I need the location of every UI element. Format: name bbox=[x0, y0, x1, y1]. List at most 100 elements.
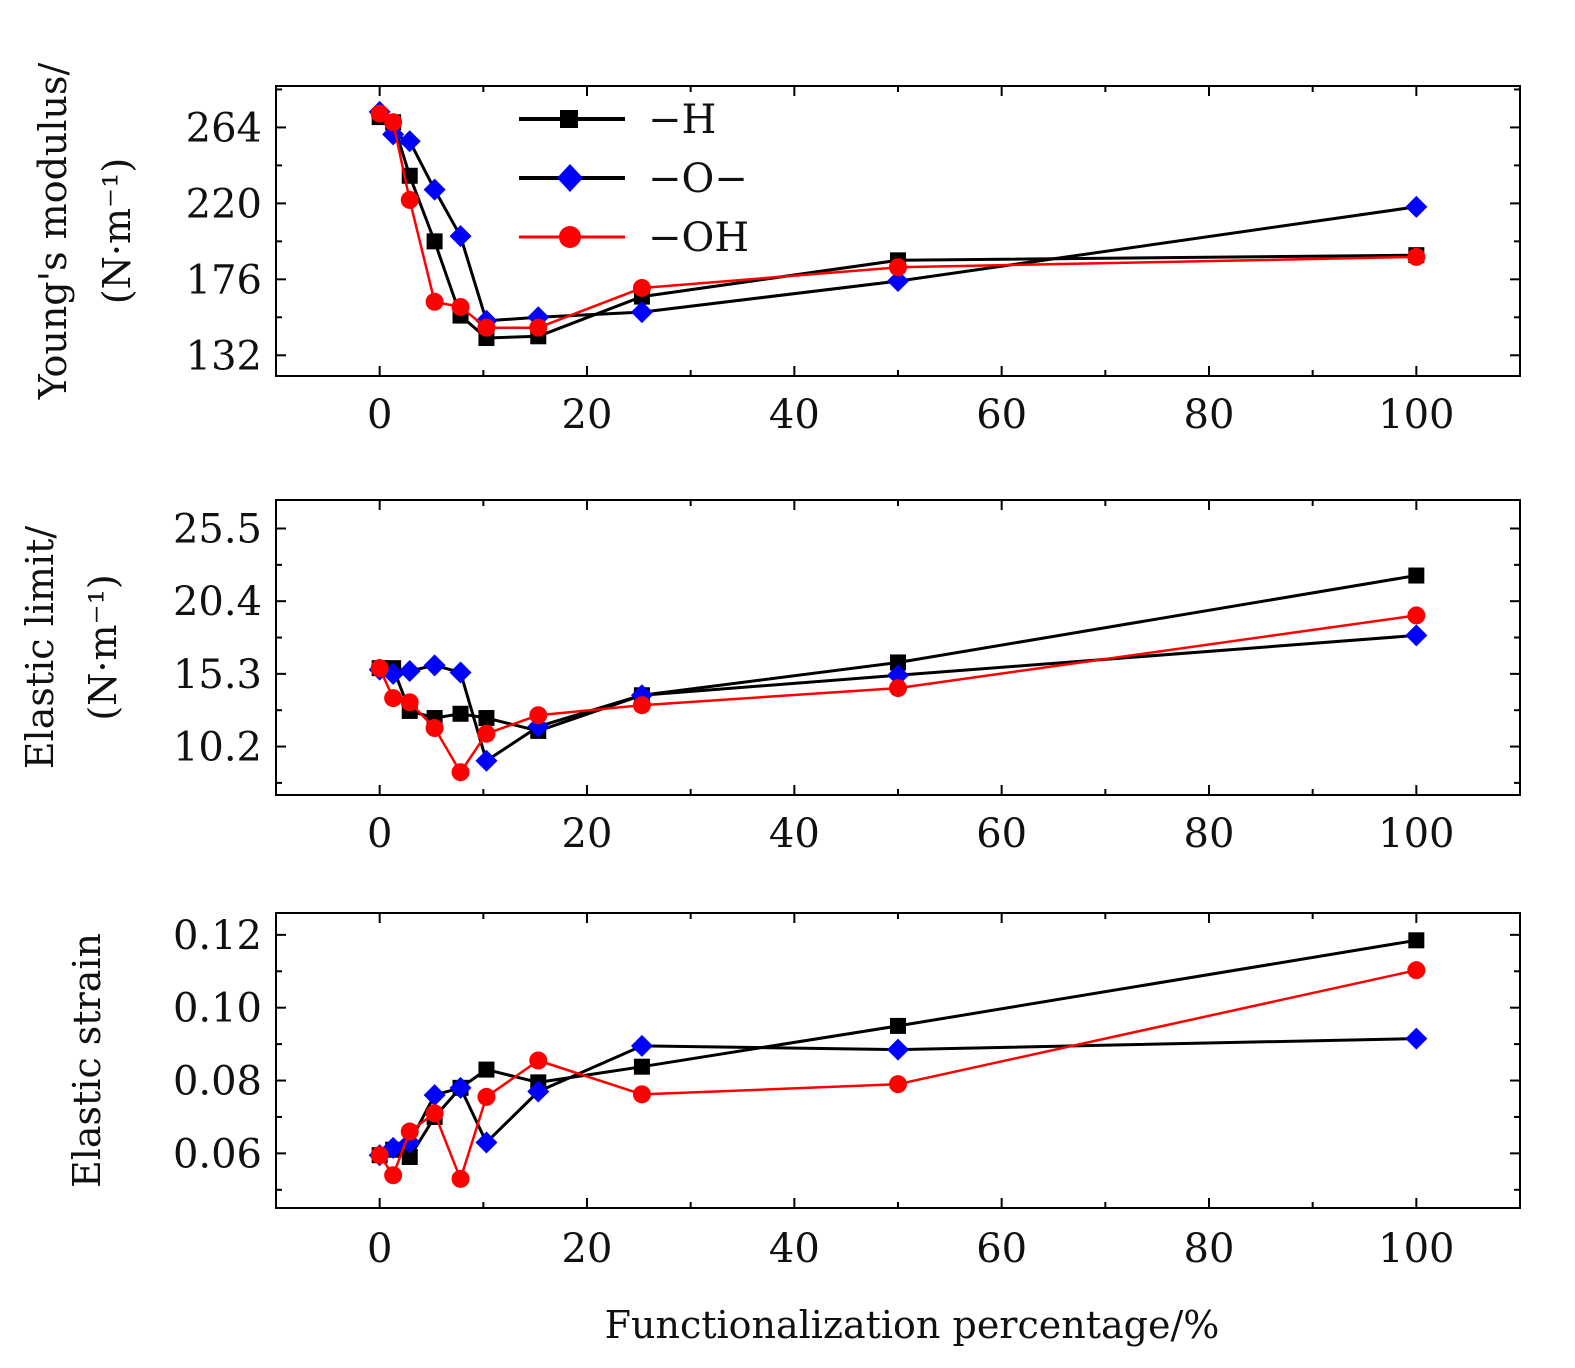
point-oh bbox=[477, 724, 496, 743]
y-tick-label: 132 bbox=[186, 333, 262, 379]
point-h bbox=[478, 1061, 495, 1078]
y-tick-label: 220 bbox=[186, 181, 262, 227]
x-tick-label: 40 bbox=[769, 392, 820, 438]
x-tick-label: 60 bbox=[976, 392, 1027, 438]
point-oh bbox=[425, 292, 444, 311]
y-tick-label: 25.5 bbox=[173, 507, 262, 553]
series-line-o bbox=[378, 1037, 1417, 1157]
point-h bbox=[478, 710, 495, 727]
point-o bbox=[398, 660, 421, 683]
series-o bbox=[368, 100, 1428, 332]
point-oh bbox=[1407, 961, 1426, 980]
y-tick-label: 0.12 bbox=[173, 913, 262, 959]
x-tick-label: 40 bbox=[769, 1226, 820, 1272]
point-oh bbox=[400, 1122, 419, 1141]
point-o bbox=[630, 1034, 653, 1057]
point-oh bbox=[425, 719, 444, 738]
point-oh bbox=[451, 297, 470, 316]
x-axis-title: Functionalization percentage/% bbox=[605, 1303, 1220, 1347]
x-tick-label: 80 bbox=[1184, 392, 1235, 438]
point-h bbox=[890, 654, 906, 671]
y-axis-title: Elastic strain bbox=[65, 933, 109, 1188]
point-oh bbox=[451, 763, 470, 782]
x-tick-label: 40 bbox=[769, 811, 820, 857]
point-o bbox=[887, 664, 909, 687]
point-o bbox=[1405, 195, 1428, 218]
point-h bbox=[1408, 567, 1425, 584]
y-tick-label: 176 bbox=[186, 257, 262, 303]
y-tick-label: 20.4 bbox=[173, 579, 262, 625]
point-oh bbox=[451, 1169, 470, 1188]
y-axis-unit: (N·m⁻¹) bbox=[81, 574, 125, 720]
legend-marker-oh bbox=[559, 226, 581, 248]
point-oh bbox=[632, 1085, 651, 1104]
point-oh bbox=[370, 1146, 389, 1165]
legend-marker-h bbox=[560, 110, 578, 128]
point-oh bbox=[477, 318, 496, 337]
point-o bbox=[1405, 1027, 1428, 1050]
point-o bbox=[398, 130, 421, 153]
point-oh bbox=[889, 1075, 907, 1094]
point-h bbox=[890, 1017, 906, 1034]
point-h bbox=[1408, 932, 1425, 949]
point-oh bbox=[370, 104, 389, 123]
x-tick-label: 20 bbox=[562, 811, 613, 857]
x-tick-label: 80 bbox=[1184, 811, 1235, 857]
y-tick-label: 0.10 bbox=[173, 986, 262, 1032]
point-o bbox=[449, 225, 472, 248]
point-oh bbox=[384, 1166, 403, 1185]
point-h bbox=[633, 1058, 650, 1075]
point-o bbox=[423, 178, 446, 201]
legend-label-oh: −OH bbox=[648, 215, 749, 261]
point-oh bbox=[889, 679, 907, 698]
x-tick-label: 100 bbox=[1378, 1226, 1454, 1272]
y-tick-label: 10.2 bbox=[173, 725, 262, 771]
point-oh bbox=[632, 696, 651, 715]
point-oh bbox=[1407, 606, 1426, 625]
x-tick-label: 0 bbox=[367, 811, 392, 857]
plot-frame bbox=[275, 499, 1521, 796]
y-axis-unit: (N·m⁻¹) bbox=[95, 158, 139, 304]
panel-1: 0 20 40 60 80 100 132 176 220 264 Young's modulus/… bbox=[31, 63, 1521, 438]
series-line-oh bbox=[378, 968, 1417, 1181]
y-axis-title: Young's modulus/ bbox=[31, 63, 75, 401]
x-tick-label: 0 bbox=[367, 1226, 392, 1272]
series-line-h bbox=[379, 115, 1417, 340]
point-o bbox=[475, 1131, 498, 1154]
point-h bbox=[426, 233, 443, 250]
legend-marker-o bbox=[557, 164, 583, 192]
point-oh bbox=[632, 278, 651, 297]
point-o bbox=[423, 654, 446, 677]
y-axis-title: Elastic limit/ bbox=[18, 526, 62, 770]
legend-label-h: −H bbox=[648, 97, 716, 143]
x-tick-label: 0 bbox=[367, 392, 392, 438]
chart-panels: 0 20 40 60 80 100 132 176 220 264 Young's modulus/… bbox=[18, 63, 1521, 1272]
series-line-o bbox=[379, 633, 1417, 763]
point-o bbox=[630, 301, 653, 324]
point-o bbox=[887, 270, 909, 293]
point-oh bbox=[384, 689, 403, 708]
panel-3: 0 20 40 60 80 100 0.06 0.08 0.10 0.12 Elastic stra… bbox=[65, 912, 1521, 1272]
series-o bbox=[368, 1027, 1428, 1167]
point-oh bbox=[1407, 247, 1426, 266]
panel-2: 0 20 40 60 80 100 10.2 15.3 20.4 25.5 Elastic limi… bbox=[18, 499, 1521, 857]
point-oh bbox=[477, 1087, 496, 1106]
point-oh bbox=[529, 706, 548, 725]
x-tick-label: 100 bbox=[1378, 392, 1454, 438]
point-oh bbox=[400, 693, 419, 712]
point-o bbox=[382, 123, 405, 146]
point-o bbox=[527, 1080, 550, 1103]
series-o bbox=[368, 624, 1428, 772]
point-oh bbox=[370, 659, 389, 678]
point-oh bbox=[384, 113, 403, 132]
point-oh bbox=[529, 318, 548, 337]
point-o bbox=[449, 1076, 472, 1099]
point-h bbox=[401, 1149, 418, 1166]
point-oh bbox=[889, 258, 907, 277]
series-line-o bbox=[378, 111, 1417, 323]
point-oh bbox=[400, 190, 419, 209]
point-o bbox=[1405, 624, 1428, 647]
series-line-oh bbox=[379, 112, 1417, 329]
point-o bbox=[887, 1038, 909, 1061]
